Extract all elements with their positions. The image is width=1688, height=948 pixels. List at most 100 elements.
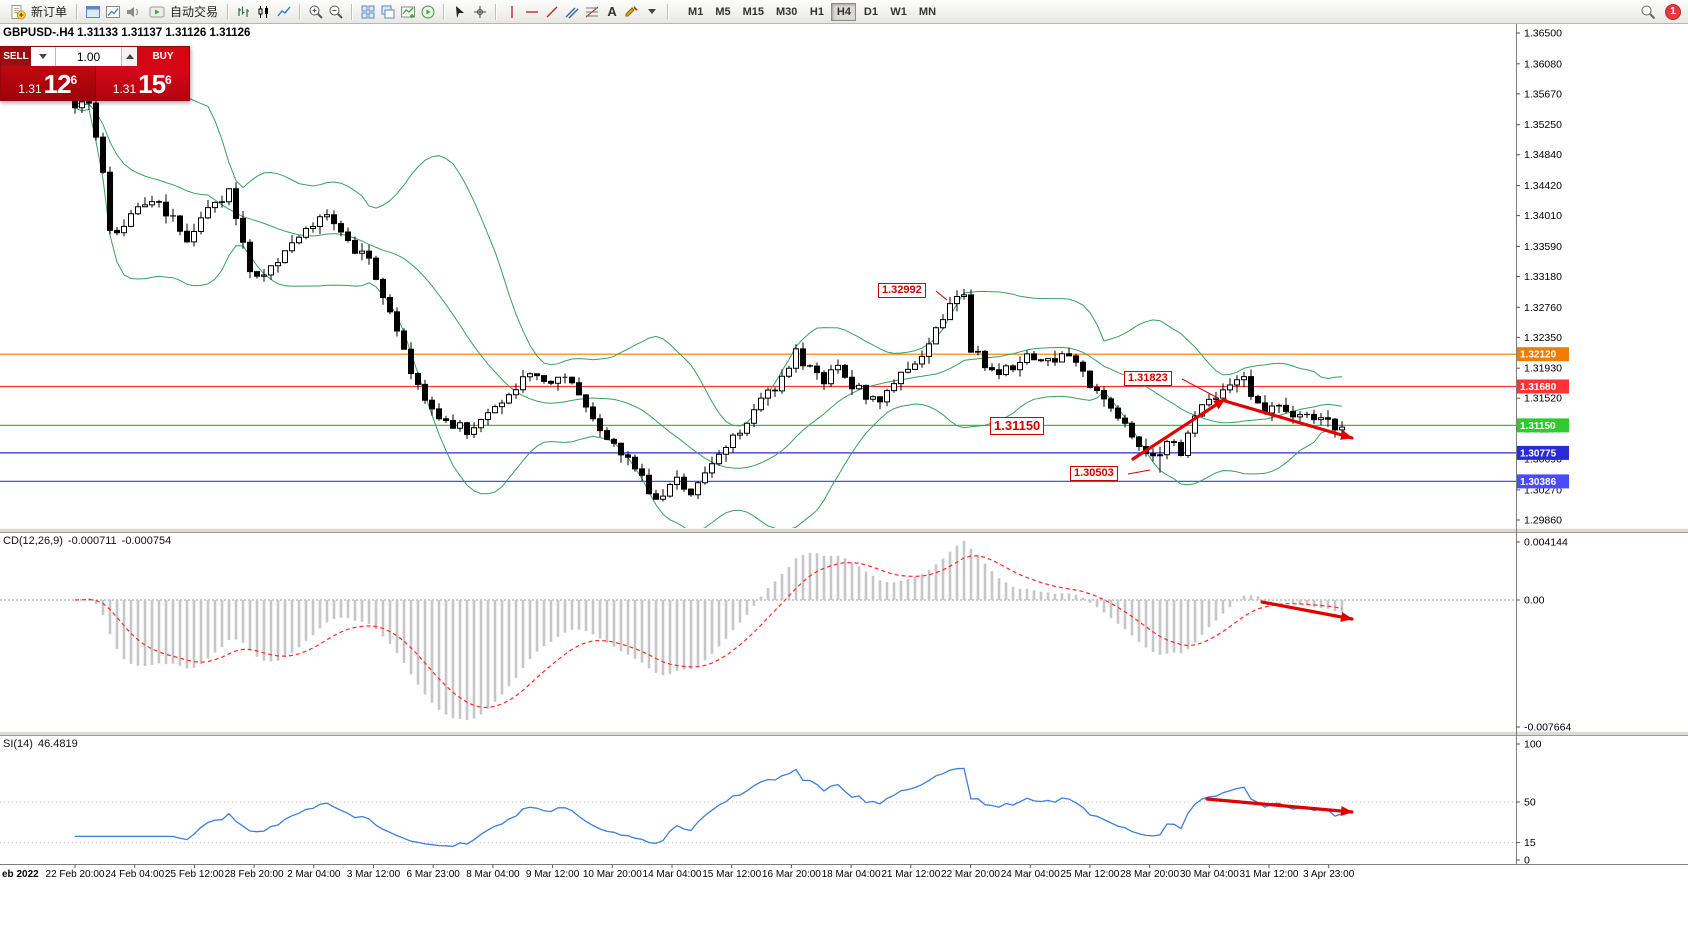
macd-signal-line — [74, 555, 1343, 709]
chart-symbol-ohlc: GBPUSD-.H4 1.31133 1.31137 1.31126 1.311… — [3, 27, 251, 39]
shapes-icon[interactable] — [642, 3, 662, 21]
callout-leader-line — [1181, 378, 1219, 399]
arrow-label-icon[interactable] — [622, 3, 642, 21]
svg-text:-0.007664: -0.007664 — [1524, 722, 1571, 734]
market-watch-icon[interactable] — [103, 3, 123, 21]
price-label-1.31150[interactable]: 1.31150 — [990, 417, 1045, 435]
volume-input[interactable]: 1.00 — [56, 47, 121, 66]
tile-windows-icon[interactable] — [358, 3, 378, 21]
toolbar: 新订单 自动交易 — [0, 0, 1688, 24]
toolbar-separator — [299, 3, 302, 20]
toolbar-separator — [227, 3, 230, 20]
zoom-out-icon[interactable] — [326, 3, 346, 21]
scale-label-1.31150 — [1517, 418, 1569, 433]
svg-text:15 Mar 12:00: 15 Mar 12:00 — [702, 869, 761, 880]
trend-arrow[interactable] — [1223, 399, 1354, 440]
indicators-icon[interactable] — [398, 3, 418, 21]
svg-text:22 Feb 20:00: 22 Feb 20:00 — [46, 869, 105, 880]
svg-text:50: 50 — [1524, 797, 1536, 809]
macd-value-2: -0.000754 — [121, 535, 172, 547]
svg-text:1.29860: 1.29860 — [1524, 515, 1562, 527]
svg-text:1.34420: 1.34420 — [1524, 180, 1562, 192]
timeframe-M5[interactable]: M5 — [715, 5, 731, 18]
svg-text:3 Mar 12:00: 3 Mar 12:00 — [347, 869, 401, 880]
svg-text:1.31520: 1.31520 — [1524, 393, 1562, 405]
scale-label-1.30386 — [1517, 474, 1569, 489]
time-scale[interactable]: eb 2022 22 Feb 20:00 24 Feb 04:00 25 Feb 12… — [2, 865, 1355, 880]
trend-arrow[interactable] — [1260, 600, 1354, 622]
timeframe-M15[interactable]: M15 — [742, 5, 764, 18]
timeframe-M1[interactable]: M1 — [688, 5, 704, 18]
rsi-label-row: SI(14) 46.4819 — [3, 738, 83, 750]
crosshair-icon[interactable] — [470, 3, 490, 21]
cursor-icon[interactable] — [450, 3, 470, 21]
timeframe-M30[interactable]: M30 — [776, 5, 798, 18]
timeframe-W1[interactable]: W1 — [890, 5, 907, 18]
sound-icon[interactable] — [123, 3, 143, 21]
trend-arrow[interactable] — [1131, 397, 1227, 461]
fibonacci-icon[interactable] — [582, 3, 602, 21]
scripts-icon[interactable] — [418, 3, 438, 21]
horizontal-line-icon[interactable] — [522, 3, 542, 21]
svg-text:1.32760: 1.32760 — [1524, 302, 1562, 314]
callout-leader-line — [935, 290, 948, 301]
trend-arrows — [935, 290, 1354, 816]
volume-dropdown[interactable] — [31, 47, 56, 66]
ask-price[interactable]: 1.31156 — [94, 66, 189, 100]
timeframe-H1[interactable]: H1 — [809, 5, 824, 18]
scale-label-1.31680 — [1517, 379, 1569, 394]
rsi-name: SI(14) — [3, 738, 33, 750]
timeframe-H4[interactable]: H4 — [831, 2, 857, 21]
price-label-1.30503[interactable]: 1.30503 — [1070, 466, 1118, 481]
svg-text:18 Mar 04:00: 18 Mar 04:00 — [822, 869, 881, 880]
zoom-in-icon[interactable] — [306, 3, 326, 21]
toolbar-separator — [495, 3, 498, 20]
toolbar-right: 1 — [1638, 3, 1684, 21]
trend-arrow[interactable] — [1205, 797, 1354, 816]
candlestick-icon[interactable] — [254, 3, 274, 21]
search-icon[interactable] — [1638, 3, 1658, 21]
svg-text:0: 0 — [1524, 855, 1530, 867]
text-icon[interactable]: A — [607, 4, 617, 19]
autotrading-button[interactable]: 自动交易 — [143, 2, 222, 22]
sell-button[interactable]: SELL — [1, 47, 31, 66]
svg-text:28 Feb 20:00: 28 Feb 20:00 — [225, 869, 284, 880]
svg-text:25 Feb 12:00: 25 Feb 12:00 — [165, 869, 224, 880]
buy-button[interactable]: BUY — [137, 47, 189, 66]
svg-text:1.32120: 1.32120 — [1520, 350, 1557, 361]
vertical-line-icon[interactable] — [502, 3, 522, 21]
autotrading-label: 自动交易 — [170, 5, 219, 19]
candles — [72, 95, 1345, 502]
toolbar-separator — [351, 3, 354, 20]
timeframe-MN[interactable]: MN — [918, 5, 937, 18]
svg-text:1.33590: 1.33590 — [1524, 241, 1562, 253]
caret-down-icon — [39, 54, 47, 59]
trendline-icon[interactable] — [542, 3, 562, 21]
new-order-button[interactable]: 新订单 — [4, 2, 71, 22]
svg-text:8 Mar 04:00: 8 Mar 04:00 — [466, 869, 520, 880]
svg-text:1.34840: 1.34840 — [1524, 149, 1562, 161]
bid-price[interactable]: 1.31126 — [1, 66, 95, 100]
svg-text:2 Mar 04:00: 2 Mar 04:00 — [287, 869, 341, 880]
macd-name: CD(12,26,9) — [3, 535, 63, 547]
price-label-1.31823[interactable]: 1.31823 — [1124, 371, 1172, 386]
price-label-1.32992[interactable]: 1.32992 — [878, 283, 926, 298]
volume-up-button[interactable] — [121, 47, 137, 66]
new-order-icon — [8, 3, 28, 21]
ask-pipette: 6 — [165, 73, 172, 87]
notification-badge[interactable]: 1 — [1665, 3, 1681, 20]
svg-text:1.31930: 1.31930 — [1524, 363, 1562, 375]
svg-text:1.30386: 1.30386 — [1520, 477, 1557, 488]
caret-down-icon — [648, 9, 657, 14]
profile-icon[interactable] — [83, 3, 103, 21]
price-scale[interactable]: 1.36500 1.36080 1.35670 1.35250 1.34840 1.344… — [1516, 28, 1571, 867]
bar-chart-icon[interactable] — [234, 3, 254, 21]
channel-icon[interactable] — [562, 3, 582, 21]
callout-leader-line — [1127, 469, 1151, 475]
cascade-windows-icon[interactable] — [378, 3, 398, 21]
timeframe-D1[interactable]: D1 — [863, 5, 878, 18]
trade-controls-row: SELL 1.00 BUY — [1, 47, 189, 66]
line-chart-icon[interactable] — [274, 3, 294, 21]
